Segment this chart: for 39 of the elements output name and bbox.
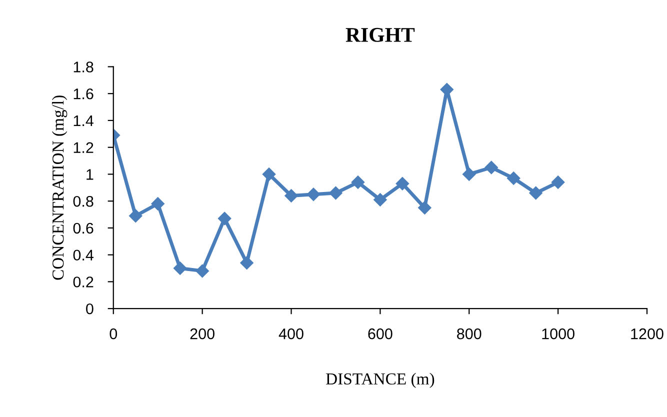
y-tick-label: 0 xyxy=(86,303,94,314)
y-tick-label: 0.2 xyxy=(73,276,94,288)
x-tick-label: 400 xyxy=(278,328,304,340)
point xyxy=(218,212,232,226)
x-tick-label: 1200 xyxy=(631,328,664,340)
y-tick-label: 1.2 xyxy=(74,142,94,153)
x-tick-label: 1000 xyxy=(542,328,574,340)
x-axis-title: DISTANCE (m) xyxy=(326,372,434,388)
point xyxy=(284,189,298,202)
point xyxy=(306,188,320,201)
point xyxy=(129,209,142,222)
point xyxy=(418,201,432,214)
point xyxy=(262,168,276,181)
point xyxy=(462,168,476,181)
x-tick-label: 800 xyxy=(457,328,482,340)
point xyxy=(329,186,342,200)
point xyxy=(529,186,542,200)
point xyxy=(374,193,387,206)
y-tick-label: 0.4 xyxy=(73,250,94,261)
y-tick-label: 1.4 xyxy=(74,115,94,126)
y-axis-title: CONCENTRATION (mg/l) xyxy=(52,96,68,280)
point xyxy=(396,177,410,190)
y-tick-label: 0.6 xyxy=(73,222,94,234)
point xyxy=(151,197,164,210)
point xyxy=(351,176,365,189)
point xyxy=(507,172,520,185)
point xyxy=(551,176,565,189)
point xyxy=(484,160,498,174)
x-tick-label: 200 xyxy=(190,328,214,340)
y-tick-label: 1 xyxy=(86,169,94,180)
y-tick-label: 1.6 xyxy=(74,88,94,100)
point xyxy=(174,262,187,275)
y-tick-label: 0.8 xyxy=(73,196,94,207)
chart-title: RIGHT xyxy=(346,28,415,42)
x-tick-label: 0 xyxy=(110,328,118,340)
y-tick-label: 1.8 xyxy=(74,62,94,72)
point xyxy=(196,264,209,278)
x-tick-label: 600 xyxy=(368,328,392,340)
point xyxy=(240,256,254,270)
